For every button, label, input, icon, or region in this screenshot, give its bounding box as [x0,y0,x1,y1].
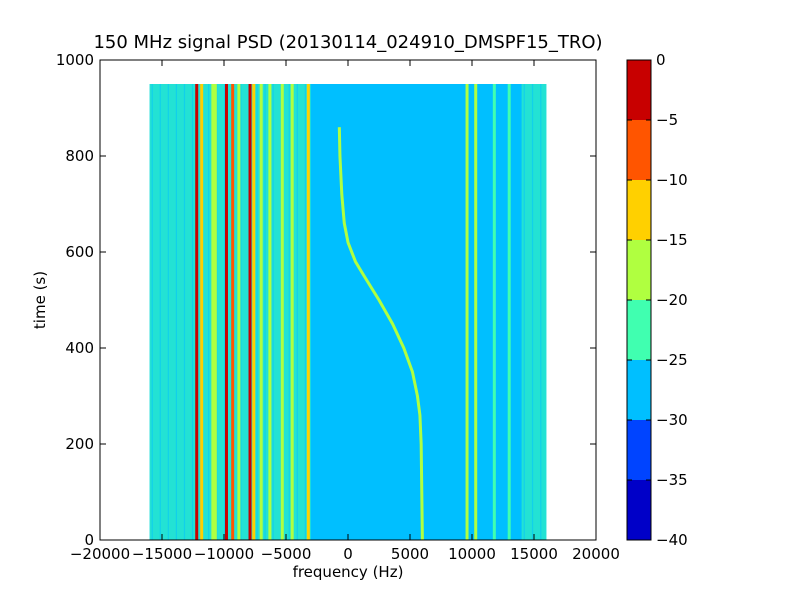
colorbar-segment [627,180,651,240]
heatmap-texture-line [175,84,177,540]
heatmap-texture-line [256,84,258,540]
colorbar-tick-label: −40 [656,531,688,549]
axis-ticks: −20000 −15000 −10000 −5000 0 5000 10000 15000 20… [56,51,620,563]
spectral-line [231,84,235,540]
spectral-line [237,84,241,540]
spectral-line [195,84,199,540]
y-axis-label: time (s) [31,271,49,329]
spectral-line [306,84,310,540]
colorbar-segment [627,240,651,300]
heatmap-texture-line [224,84,226,540]
colorbar-tick-label: −30 [656,411,688,429]
x-tick-label: −5000 [261,545,312,563]
spectral-line [492,84,496,540]
spectral-line [290,84,294,540]
heatmap-texture-line [151,84,153,540]
x-tick-label: −10000 [194,545,254,563]
heatmap-texture-line [167,84,169,540]
heatmap-texture-line [531,84,534,540]
heatmap-texture-line [208,84,210,540]
x-tick-label: −15000 [132,545,192,563]
colorbar-segment [627,480,651,540]
spectral-line [280,84,284,540]
y-tick-label: 1000 [56,51,94,69]
colorbar-tick-label: −35 [656,471,688,489]
heatmap-texture-line [523,84,525,540]
heatmap-edge-band [521,84,547,540]
chart-title: 150 MHz signal PSD (20130114_024910_DMSP… [93,32,602,53]
colorbar-segment [627,360,651,420]
colorbar-segment [627,120,651,180]
y-tick-label: 200 [65,435,94,453]
spectral-line [507,84,511,540]
y-tick-label: 600 [65,243,94,261]
colorbar-tick-label: −15 [656,231,688,249]
colorbar-tick-label: −5 [656,111,678,129]
x-tick-label: 5000 [391,545,429,563]
heatmap-edge-band [149,84,311,540]
colorbar-tick-label: −10 [656,171,688,189]
x-tick-label: 10000 [448,545,496,563]
heatmap-layer [149,84,547,541]
x-axis-label: frequency (Hz) [293,563,404,581]
heatmap-texture-line [304,84,306,540]
colorbar-tick-label: −25 [656,351,688,369]
x-tick-label: 0 [343,545,353,563]
spectral-line [259,84,263,540]
heatmap-texture-line [288,84,290,540]
spectral-line [252,84,256,540]
x-tick-label: 20000 [572,545,620,563]
heatmap-texture-line [191,84,194,540]
heatmap-texture-line [296,84,298,540]
colorbar-tick-label: 0 [656,51,666,69]
spectral-line [200,84,204,540]
heatmap-texture-line [264,84,266,540]
x-tick-label: −20000 [70,545,130,563]
colorbar-segment [627,300,651,360]
colorbar-tick-label: −20 [656,291,688,309]
colorbar: 0 −5 −10 −15 −20 −25 −30 −35 −40 [626,51,688,549]
colorbar-segment [627,420,651,480]
y-tick-label: 400 [65,339,94,357]
x-tick-label: 15000 [510,545,558,563]
heatmap-texture-line [540,84,542,540]
spectral-line [474,84,478,540]
spectral-line [211,84,215,540]
spectral-line [224,84,228,540]
y-tick-label: 0 [84,531,94,549]
spectral-line [465,84,469,540]
heatmap-texture-line [183,84,186,540]
heatmap-texture-line [159,84,161,540]
heatmap-texture-line [272,84,274,540]
colorbar-segment [627,60,651,120]
spectral-line [268,84,272,540]
spectral-line [213,84,217,540]
doppler-track [337,127,424,541]
heatmap-texture-line [240,84,242,540]
y-tick-label: 800 [65,147,94,165]
spectral-line [248,84,252,540]
